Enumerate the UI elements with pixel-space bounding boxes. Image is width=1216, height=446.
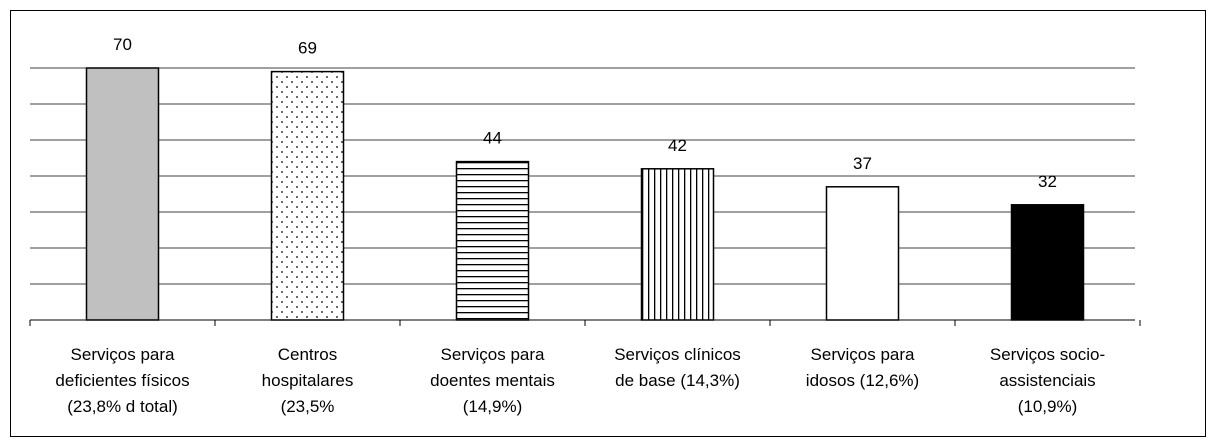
- value-label: 44: [483, 129, 502, 148]
- x-tick-label: Serviços para deficientes físicos (23,8%…: [55, 345, 190, 416]
- value-label: 70: [113, 35, 132, 54]
- x-tick-label: Serviços para idosos (12,6%): [805, 345, 920, 390]
- bar: [85, 67, 160, 321]
- bar: [640, 168, 715, 321]
- x-tick-label: Serviços para doentes mentais (14,9%): [430, 345, 555, 416]
- value-label: 32: [1038, 172, 1057, 191]
- x-tick-label: Serviços socio- assistenciais (10,9%): [989, 345, 1106, 416]
- value-label: 37: [853, 154, 872, 173]
- bar: [825, 186, 900, 321]
- x-tick-label: Serviços clínicos de base (14,3%): [614, 345, 741, 390]
- bar: [270, 70, 345, 321]
- frame: [10, 10, 1206, 437]
- value-label: 42: [668, 136, 687, 155]
- value-label: 69: [298, 39, 317, 58]
- bar: [1010, 204, 1085, 321]
- bar: [455, 160, 530, 321]
- x-tick-label: Centros hospitalares (23,5%: [261, 345, 354, 416]
